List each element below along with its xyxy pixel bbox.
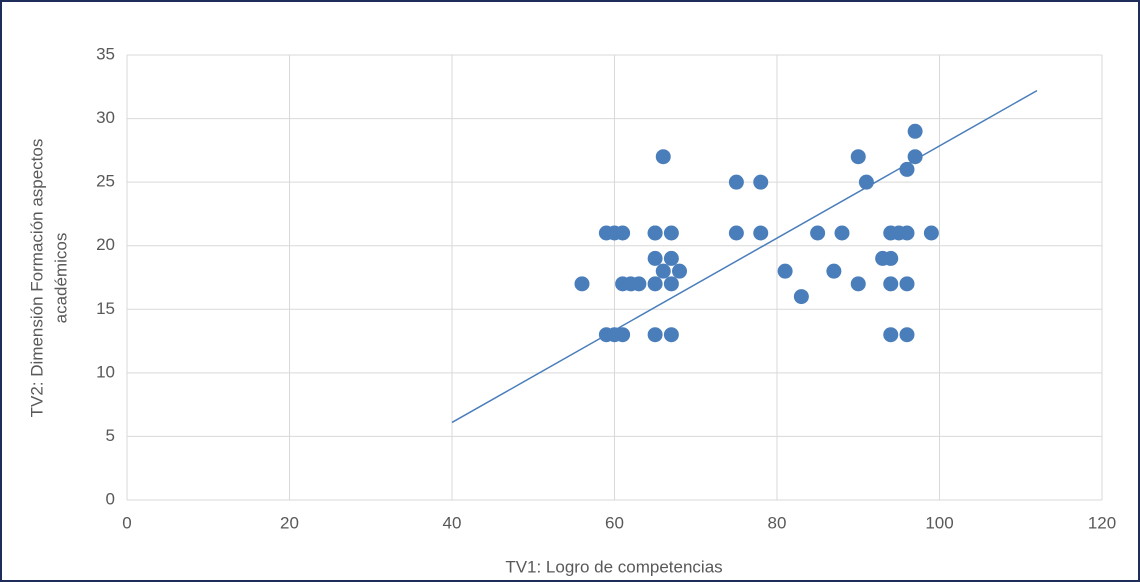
point [899,225,915,241]
point [826,263,842,279]
point [663,276,679,292]
y-tick-label: 0 [106,489,115,508]
x-tick-label: 20 [280,513,299,532]
point [647,327,663,343]
point [663,327,679,343]
point [907,123,923,139]
point [753,225,769,241]
y-axis-title-line: académicos [51,233,70,324]
x-tick-label: 120 [1088,513,1116,532]
point [647,276,663,292]
y-axis-title: TV2: Dimensión Formación aspectos académ… [27,139,70,418]
point [728,225,744,241]
x-tick-label: 80 [768,513,787,532]
point [850,149,866,165]
y-tick-label: 5 [106,426,115,445]
point [663,225,679,241]
x-tick-label: 60 [605,513,624,532]
point [907,149,923,165]
x-tick-label: 40 [443,513,462,532]
y-tick-label: 10 [96,362,115,381]
x-axis-title: TV1: Logro de competencias [505,557,722,576]
point [793,289,809,305]
y-tick-label: 30 [96,108,115,127]
point [777,263,793,279]
point [883,276,899,292]
point [899,276,915,292]
point [655,149,671,165]
point [615,327,631,343]
point [615,225,631,241]
y-tick-label: 25 [96,172,115,191]
y-tick-label: 15 [96,299,115,318]
point [850,276,866,292]
point [883,327,899,343]
point [574,276,590,292]
y-tick-label: 20 [96,235,115,254]
x-tick-label: 0 [122,513,131,532]
point [923,225,939,241]
y-axis-title-line: TV2: Dimensión Formación aspectos [27,139,46,418]
point [834,225,850,241]
point [883,250,899,266]
point [663,250,679,266]
trendline [451,89,1038,424]
point [810,225,826,241]
point [858,174,874,190]
point [631,276,647,292]
point [728,174,744,190]
point [899,161,915,177]
x-tick-label: 100 [925,513,953,532]
point [655,263,671,279]
point [672,263,687,279]
point [647,225,663,241]
point [899,327,915,343]
point [647,250,663,266]
y-tick-label: 35 [96,44,115,63]
point [753,174,769,190]
